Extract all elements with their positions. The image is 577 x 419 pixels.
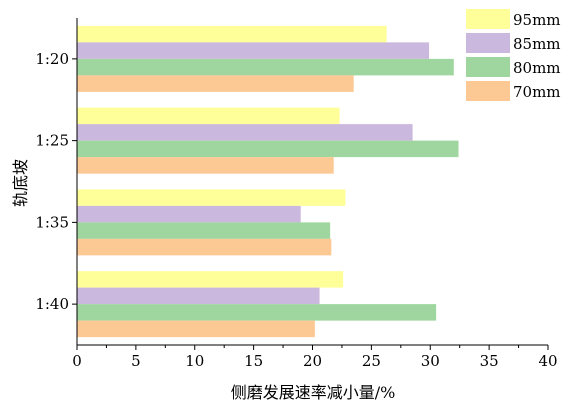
bar-95mm-1:25: [77, 107, 340, 125]
x-tick-label: 0: [72, 352, 82, 370]
bar-85mm-1:35: [77, 205, 301, 223]
x-tick-label: 20: [303, 352, 322, 370]
bar-95mm-1:20: [77, 25, 387, 43]
x-axis-title: 侧磨发展速率减小量/%: [231, 383, 396, 402]
x-tick-label: 35: [480, 352, 499, 370]
bar-85mm-1:20: [77, 42, 430, 59]
legend-label-70mm: 70mm: [513, 83, 561, 101]
legend-swatch-80mm: [466, 57, 510, 77]
bar-85mm-1:25: [77, 124, 413, 141]
bar-70mm-1:25: [77, 157, 334, 174]
legend: 95mm 85mm 80mm 70mm: [466, 9, 561, 101]
legend-label-95mm: 95mm: [513, 11, 561, 29]
bar-80mm-1:40: [77, 304, 437, 321]
x-tick-label: 40: [538, 352, 557, 370]
y-axis-title: 轨底坡: [11, 159, 30, 207]
y-tick-label: 1:35: [35, 213, 69, 231]
bar-80mm-1:25: [77, 140, 459, 158]
legend-swatch-95mm: [466, 9, 510, 29]
x-tick-label: 10: [185, 352, 204, 370]
bar-95mm-1:40: [77, 271, 344, 288]
bar-95mm-1:35: [77, 189, 346, 206]
legend-label-85mm: 85mm: [513, 35, 561, 53]
axes: 1:20 1:25 1:35 1:40 0 5 10 15 20 25 30 35 40: [35, 18, 558, 370]
legend-swatch-70mm: [466, 81, 510, 101]
legend-label-80mm: 80mm: [513, 59, 561, 77]
bar-70mm-1:40: [77, 320, 315, 338]
y-tick-label: 1:40: [35, 295, 69, 313]
bar-70mm-1:20: [77, 75, 354, 92]
legend-swatch-85mm: [466, 33, 510, 53]
y-tick-label: 1:20: [35, 50, 69, 68]
x-tick-label: 25: [362, 352, 381, 370]
bar-80mm-1:20: [77, 58, 454, 76]
bar-70mm-1:35: [77, 238, 332, 256]
y-tick-label: 1:25: [35, 132, 69, 150]
bars-layer: [77, 25, 459, 338]
x-tick-label: 30: [421, 352, 440, 370]
bar-80mm-1:35: [77, 222, 331, 239]
bar-85mm-1:40: [77, 287, 320, 305]
x-tick-label: 5: [131, 352, 141, 370]
x-tick-label: 15: [244, 352, 263, 370]
